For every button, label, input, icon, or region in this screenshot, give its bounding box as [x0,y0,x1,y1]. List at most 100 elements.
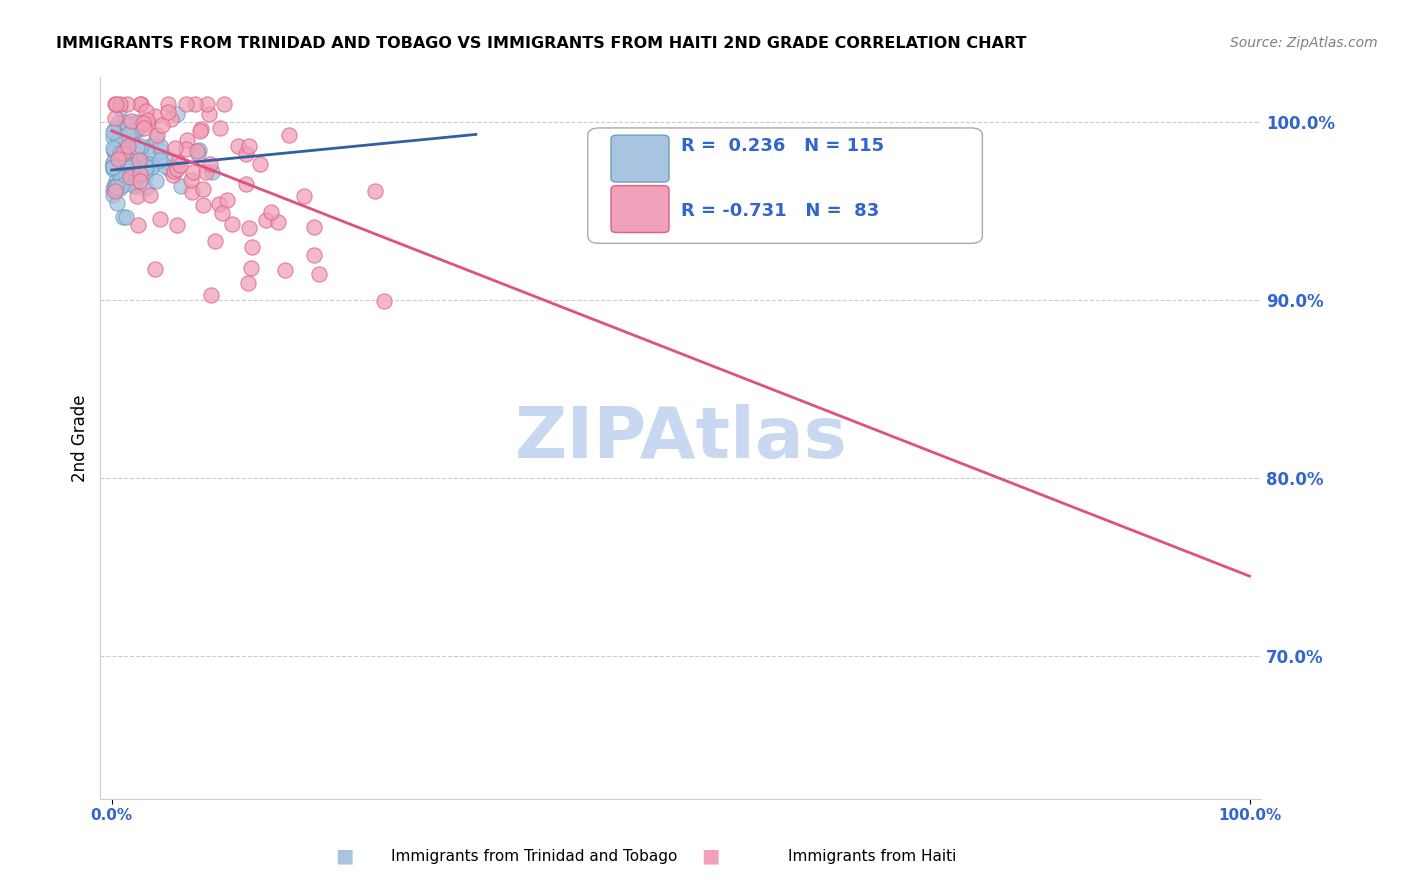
Text: IMMIGRANTS FROM TRINIDAD AND TOBAGO VS IMMIGRANTS FROM HAITI 2ND GRADE CORRELATI: IMMIGRANTS FROM TRINIDAD AND TOBAGO VS I… [56,36,1026,51]
Point [101,129,124,144]
Point [112,140,135,154]
Point [249,157,271,171]
Point [180,173,202,187]
Point [200,288,222,302]
Point [101,159,124,173]
Point [183,97,205,112]
Point [110,145,132,159]
Point [117,120,139,134]
Point [108,135,131,149]
Point [118,167,141,181]
Point [117,127,139,141]
Point [302,248,325,262]
Point [104,128,127,142]
Point [149,145,172,159]
Point [134,118,156,132]
Point [103,178,125,193]
Point [117,161,139,176]
Point [117,123,139,137]
Point [110,178,132,193]
Point [198,157,221,171]
Point [129,153,152,167]
Point [235,147,257,161]
Point [107,160,129,174]
Point [145,173,167,187]
Point [107,152,129,166]
Point [121,173,143,187]
Point [134,169,156,184]
Point [134,164,156,178]
Point [190,122,212,136]
Point [103,145,125,159]
Point [139,138,162,153]
Point [108,180,131,194]
Point [129,174,152,188]
Point [114,147,136,161]
Point [107,116,129,130]
Point [107,133,129,147]
Point [104,185,127,199]
Point [195,165,218,179]
Point [110,101,132,115]
Point [165,141,187,155]
Point [108,122,131,136]
Point [104,179,127,194]
Point [212,97,235,112]
Point [107,145,129,159]
Point [114,128,136,142]
Point [121,166,143,180]
Point [121,124,143,138]
Point [132,160,155,174]
Point [155,154,177,169]
Point [104,178,127,193]
Point [141,160,163,174]
Point [129,97,152,112]
Point [191,182,214,196]
Point [235,177,257,191]
Point [221,217,243,231]
Point [103,160,125,174]
Point [163,164,186,178]
Point [153,159,176,173]
Point [141,145,163,160]
Point [166,219,188,233]
Point [111,147,134,161]
Point [122,169,145,183]
Point [183,165,205,179]
Point [170,179,193,194]
Point [101,183,124,197]
Point [149,153,172,168]
Point [103,123,125,137]
Point [143,109,166,123]
Point [117,146,139,161]
Point [129,139,152,153]
Point [228,138,250,153]
Point [115,97,138,112]
Point [127,122,149,136]
Point [149,139,172,153]
Point [110,178,132,193]
Point [197,97,219,112]
Point [104,97,127,112]
Point [211,206,233,220]
Point [115,159,138,173]
Point [118,151,141,165]
Point [120,114,142,128]
Text: R = -0.731   N =  83: R = -0.731 N = 83 [681,202,879,220]
Point [117,172,139,186]
Point [169,158,191,172]
Point [114,143,136,157]
Point [105,97,128,112]
Point [191,198,214,212]
Point [104,174,127,188]
Point [204,234,226,248]
Point [132,120,155,135]
Point [127,142,149,156]
Point [121,135,143,149]
Point [238,138,260,153]
Point [101,161,124,175]
Point [187,147,209,161]
Point [122,156,145,170]
Point [105,155,128,169]
Point [135,161,157,175]
